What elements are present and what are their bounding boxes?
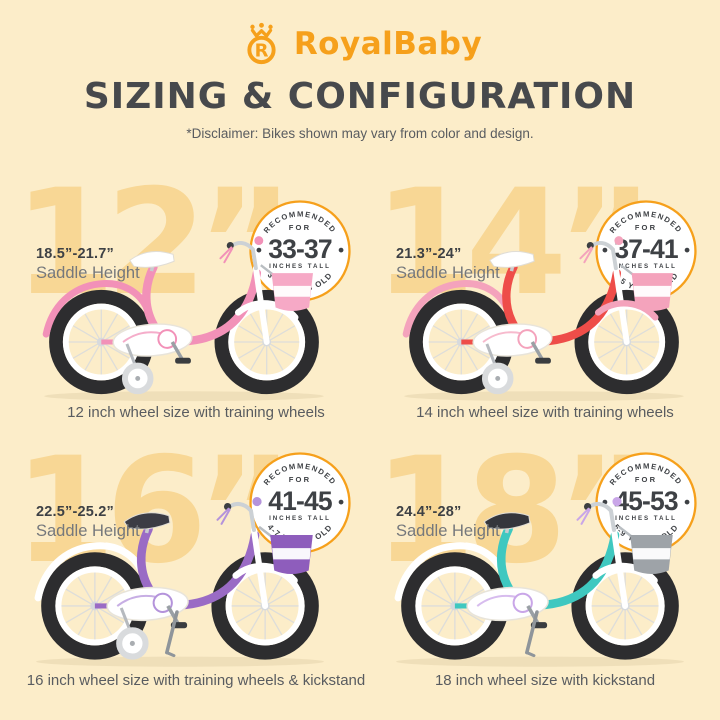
svg-text:R: R (254, 40, 268, 61)
wheel-caption: 16 inch wheel size with training wheels … (26, 672, 366, 689)
saddle-height-label: Saddle Height (36, 522, 140, 540)
red-14-inch-bike (396, 214, 692, 406)
brand-row: R RoyalBaby (0, 18, 720, 70)
brand-wordmark: RoyalBaby (293, 26, 483, 62)
recommended-badge: RECOMMENDED FOR 41-45 INCHES TALL 4-7 YE… (247, 450, 353, 556)
svg-text:FOR: FOR (289, 223, 311, 232)
saddle-height-label: Saddle Height (396, 264, 500, 282)
page-title: SIZING & CONFIGURATION (83, 76, 637, 117)
saddle-range: 21.3”-24” (396, 246, 462, 262)
saddle-height-block: 21.3”-24” Saddle Height (396, 246, 500, 283)
svg-text:37-41: 37-41 (614, 234, 678, 264)
wheel-caption: 12 inch wheel size with training wheels (67, 404, 325, 421)
saddle-height-label: Saddle Height (396, 522, 500, 540)
svg-text:FOR: FOR (635, 475, 657, 484)
svg-text:INCHES TALL: INCHES TALL (615, 515, 677, 522)
purple-16-inch-bike (28, 474, 332, 672)
saddle-range: 24.4”-28” (396, 504, 462, 520)
panel-18-inch: 18” 24.4”-28” Saddle Height RECOMMENDED … (360, 424, 720, 692)
teal-18-inch-bike (388, 474, 692, 672)
saddle-range: 22.5”-25.2” (36, 504, 114, 520)
saddle-height-block: 24.4”-28” Saddle Height (396, 504, 500, 541)
svg-text:INCHES TALL: INCHES TALL (615, 263, 677, 270)
pink-12-inch-bike (36, 214, 332, 406)
panel-16-inch: 16” 22.5”-25.2” Saddle Height RECOMMENDE… (0, 424, 365, 692)
bike-svg (394, 497, 684, 667)
wheel-caption: 14 inch wheel size with training wheels (416, 404, 674, 421)
saddle-height-label: Saddle Height (36, 264, 140, 282)
panel-14-inch: 14” 21.3”-24” Saddle Height RECOMMENDED … (360, 156, 720, 424)
bike-svg (34, 497, 324, 667)
svg-text:FOR: FOR (289, 475, 311, 484)
svg-text:45-53: 45-53 (614, 486, 678, 516)
svg-text:FOR: FOR (635, 223, 657, 232)
saddle-height-block: 18.5”-21.7” Saddle Height (36, 246, 140, 283)
svg-text:41-45: 41-45 (268, 486, 332, 516)
crown-r-icon: R (247, 22, 276, 64)
svg-text:INCHES TALL: INCHES TALL (269, 263, 331, 270)
size-grid: 12” 18.5”-21.7” Saddle Height RECOMMENDE… (0, 156, 720, 696)
svg-text:INCHES TALL: INCHES TALL (269, 515, 331, 522)
recommended-badge-svg: RECOMMENDED FOR 41-45 INCHES TALL 4-7 YE… (249, 452, 351, 554)
wheel-caption: 18 inch wheel size with kickstand (434, 672, 656, 689)
saddle-range: 18.5”-21.7” (36, 246, 114, 262)
bike-svg (42, 236, 324, 402)
svg-text:33-37: 33-37 (268, 234, 332, 264)
bike-svg (402, 236, 684, 402)
saddle-height-block: 22.5”-25.2” Saddle Height (36, 504, 140, 541)
disclaimer-text: *Disclaimer: Bikes shown may vary from c… (186, 126, 534, 141)
header: R RoyalBaby SIZING & CONFIGURATION *Disc… (0, 18, 720, 141)
panel-12-inch: 12” 18.5”-21.7” Saddle Height RECOMMENDE… (0, 156, 360, 424)
